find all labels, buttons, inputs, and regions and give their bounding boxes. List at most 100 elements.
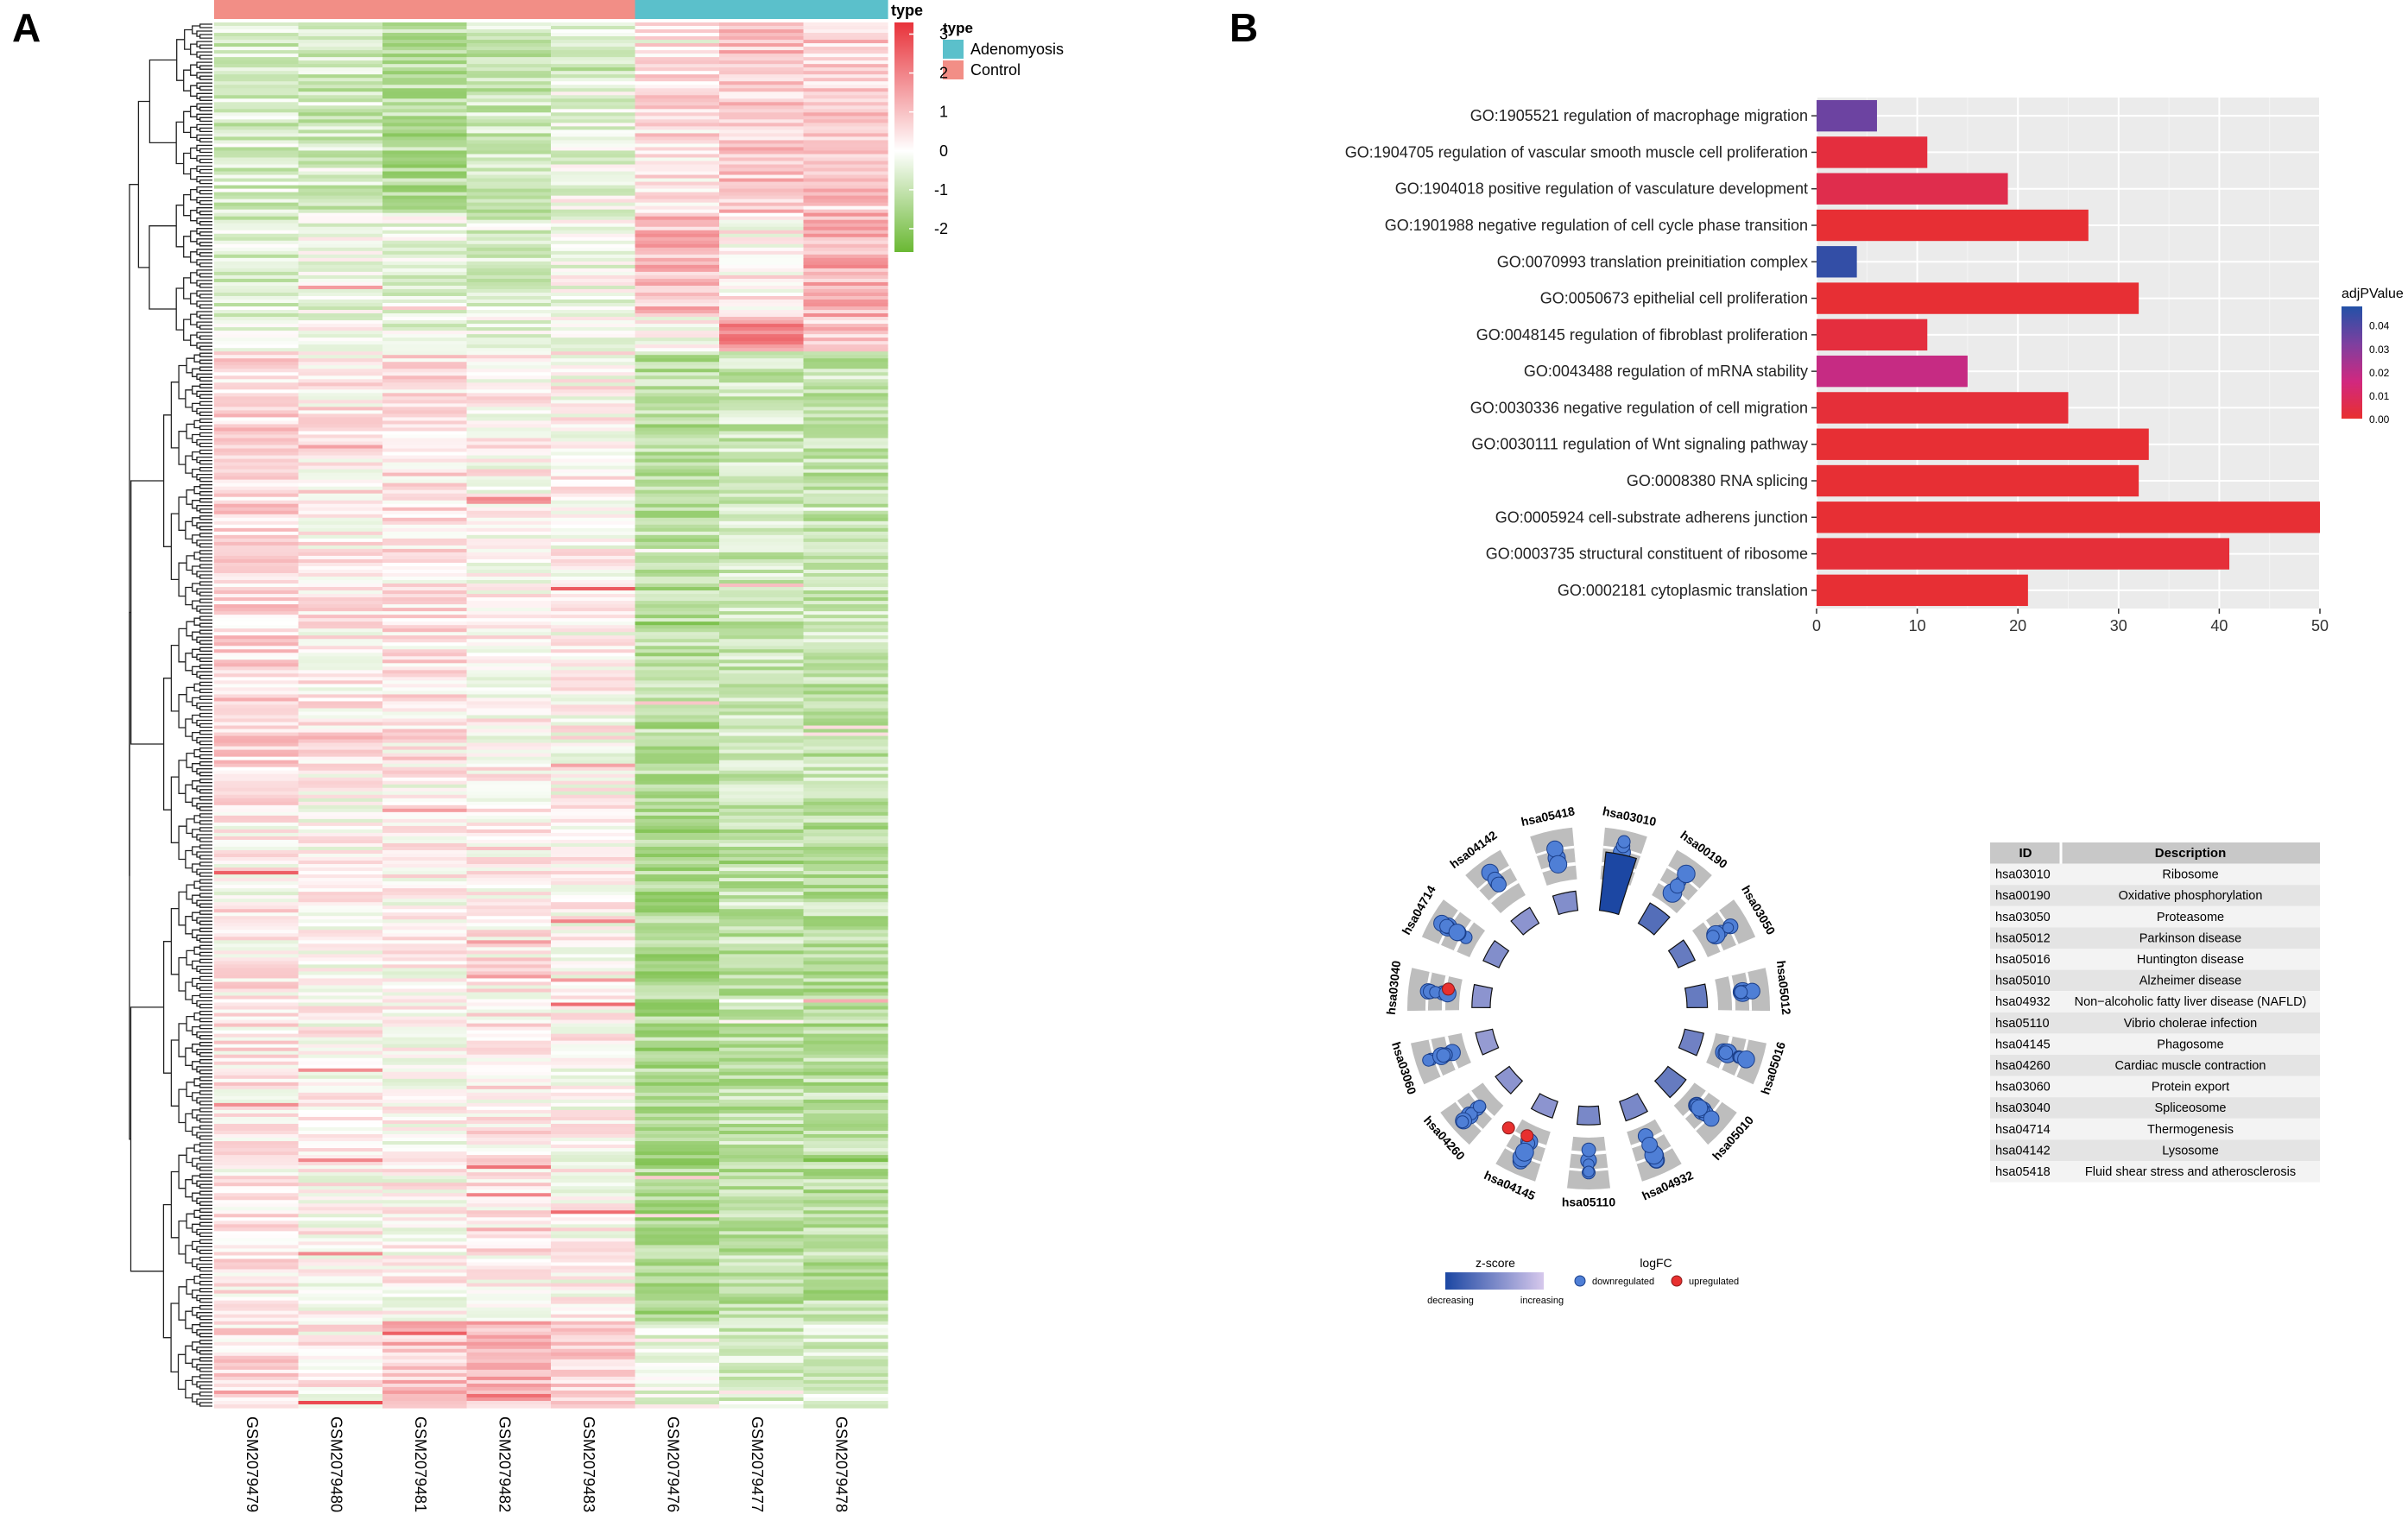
heatmap-cell	[298, 857, 383, 861]
heatmap-cell	[382, 950, 468, 955]
heatmap-cell	[214, 1183, 300, 1187]
heatmap-cell	[298, 1269, 383, 1274]
heatmap-cell	[298, 1341, 383, 1347]
heatmap-cell	[214, 403, 300, 407]
heatmap-cell	[298, 937, 383, 941]
heatmap-cell	[382, 1023, 468, 1028]
heatmap-cell	[466, 136, 552, 142]
heatmap-cell	[466, 1279, 552, 1284]
category-label-10: GO:0008380 RNA splicing	[1627, 472, 1808, 489]
colorbar-tick-label-4: -1	[934, 181, 948, 199]
heatmap-cell	[298, 711, 383, 716]
heatmap-cell	[803, 455, 888, 460]
heatmap-cell	[719, 1172, 805, 1177]
heatmap-cell	[466, 116, 552, 120]
heatmap-cell	[635, 1241, 720, 1246]
heatmap-cell	[298, 950, 383, 955]
heatmap-cell	[214, 912, 300, 917]
heatmap-cell	[214, 1200, 300, 1204]
heatmap-cell	[214, 22, 300, 27]
heatmap-cell	[803, 1037, 888, 1042]
heatmap-cell	[214, 1331, 300, 1336]
heatmap-cell	[298, 639, 383, 643]
heatmap-cell	[551, 226, 636, 231]
table-cell-id-9: hsa04260	[1995, 1059, 2051, 1073]
heatmap-cell	[298, 1376, 383, 1381]
heatmap-cell	[719, 455, 805, 460]
heatmap-cell	[719, 140, 805, 145]
heatmap-cell	[803, 1082, 888, 1087]
heatmap-cell	[635, 400, 720, 404]
heatmap-cell	[803, 1231, 888, 1235]
heatmap-cell	[298, 975, 383, 980]
heatmap-cell	[635, 64, 720, 68]
heatmap-cell	[214, 572, 300, 577]
heatmap-cell	[635, 119, 720, 123]
heatmap-cell	[551, 1186, 636, 1190]
heatmap-cell	[466, 109, 552, 113]
heatmap-cell	[298, 587, 383, 591]
heatmap-cell	[719, 663, 805, 667]
heatmap-cell	[635, 947, 720, 951]
heatmap-cell	[803, 656, 888, 660]
heatmap-cell	[803, 400, 888, 404]
heatmap-cell	[551, 933, 636, 937]
heatmap-cell	[551, 1158, 636, 1163]
heatmap-cell	[298, 192, 383, 197]
heatmap-cell	[298, 1210, 383, 1214]
heatmap-cell	[551, 975, 636, 980]
heatmap-cell	[466, 219, 552, 224]
heatmap-cell	[466, 798, 552, 803]
heatmap-cell	[719, 288, 805, 293]
heatmap-cell	[466, 1207, 552, 1211]
heatmap-cell	[635, 1303, 720, 1309]
heatmap-cell	[719, 780, 805, 785]
heatmap-cell	[719, 1023, 805, 1028]
heatmap-cell	[635, 1207, 720, 1211]
heatmap-cell	[803, 923, 888, 927]
heatmap-cell	[466, 500, 552, 505]
heatmap-cell	[382, 223, 468, 228]
heatmap-cell	[214, 885, 300, 889]
heatmap-cell	[298, 656, 383, 660]
heatmap-cell	[466, 60, 552, 65]
category-label-12: GO:0003735 structural constituent of rib…	[1486, 546, 1808, 563]
heatmap-cell	[298, 400, 383, 404]
heatmap-cell	[214, 552, 300, 557]
heatmap-cell	[298, 396, 383, 401]
heatmap-cell	[551, 1390, 636, 1395]
heatmap-cell	[298, 1064, 383, 1069]
heatmap-cell	[466, 1224, 552, 1228]
heatmap-cell	[382, 448, 468, 453]
heatmap-cell	[551, 753, 636, 758]
heatmap-cell	[214, 1141, 300, 1145]
heatmap-cell	[719, 981, 805, 987]
heatmap-cell	[298, 943, 383, 948]
heatmap-cell	[635, 971, 720, 976]
heatmap-cell	[382, 1379, 468, 1385]
heatmap-cell	[551, 362, 636, 366]
heatmap-cell	[466, 569, 552, 574]
heatmap-cell	[719, 608, 805, 612]
heatmap-cell	[551, 300, 636, 304]
heatmap-cell	[719, 1296, 805, 1302]
heatmap-cell	[719, 355, 805, 359]
heatmap-cell	[466, 1404, 552, 1409]
heatmap-cell	[635, 569, 720, 574]
heatmap-cell	[803, 1169, 888, 1173]
heatmap-cell	[719, 881, 805, 886]
gene-dot-up	[1520, 1129, 1534, 1143]
heatmap-cell	[551, 348, 636, 352]
heatmap-cell	[803, 288, 888, 293]
heatmap-cell	[382, 1348, 468, 1353]
heatmap-cell	[298, 331, 383, 335]
heatmap-cell	[298, 154, 383, 159]
heatmap-cell	[214, 143, 300, 148]
heatmap-cell	[466, 864, 552, 868]
table-cell-desc-3: Parkinson disease	[2139, 931, 2242, 945]
heatmap-cell	[551, 590, 636, 595]
heatmap-cell	[635, 968, 720, 973]
heatmap-cell	[466, 832, 552, 837]
heatmap-cell	[719, 223, 805, 228]
heatmap-cell	[298, 230, 383, 235]
